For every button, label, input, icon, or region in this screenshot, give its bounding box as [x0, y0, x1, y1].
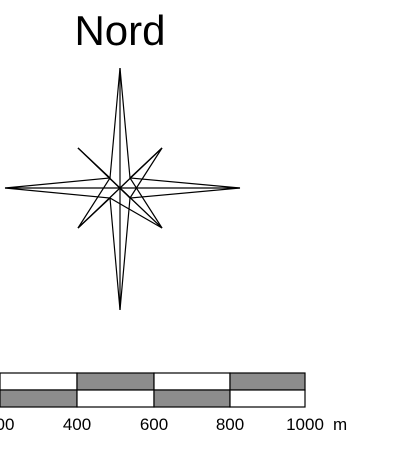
north-label: Nord [74, 7, 166, 54]
scale-segment [153, 389, 231, 408]
scale-tick-label: 1000 [286, 415, 324, 434]
scale-tick-label: 600 [139, 415, 169, 434]
scale-tick-label: 00 [0, 415, 15, 434]
compass-rose-icon [4, 67, 241, 311]
scale-segment [0, 389, 78, 408]
scale-bar [0, 372, 306, 408]
scale-tick-label: 400 [62, 415, 92, 434]
scale-segment [76, 389, 155, 408]
scale-unit-label: m [333, 415, 348, 434]
scale-segment [229, 389, 306, 408]
scale-tick-label: 800 [215, 415, 245, 434]
scale-segment [0, 372, 78, 391]
scale-segment [76, 372, 155, 391]
scale-segment [153, 372, 231, 391]
scale-segment [229, 372, 306, 391]
